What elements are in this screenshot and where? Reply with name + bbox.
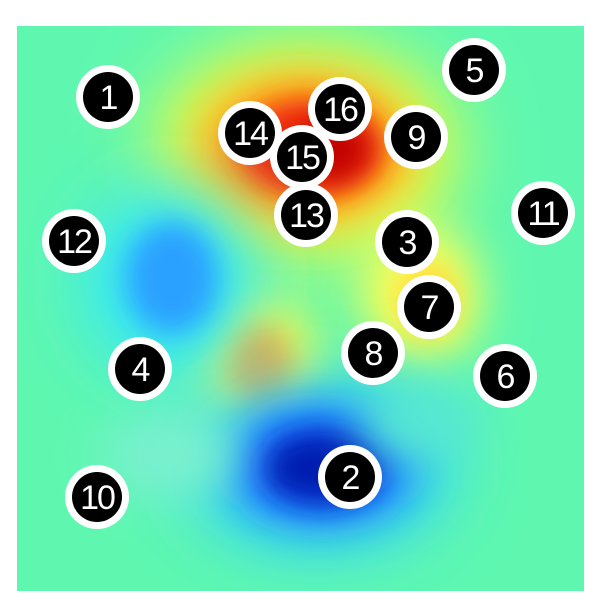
marker-disc xyxy=(325,452,375,502)
marker-3: 3 xyxy=(375,210,439,274)
marker-label: 12 xyxy=(57,223,92,261)
marker-4: 4 xyxy=(108,337,172,401)
cool-wisps xyxy=(100,380,480,500)
marker-1: 1 xyxy=(76,65,140,129)
marker-disc xyxy=(115,344,165,394)
marker-16: 16 xyxy=(308,77,372,141)
marker-10: 10 xyxy=(65,465,129,529)
marker-7: 7 xyxy=(397,275,461,339)
marker-disc xyxy=(83,72,133,122)
marker-disc xyxy=(315,84,365,134)
marker-label: 3 xyxy=(399,224,417,262)
marker-label: 5 xyxy=(466,52,484,90)
marker-label: 8 xyxy=(365,335,383,373)
marker-disc xyxy=(480,351,530,401)
marker-label: 4 xyxy=(132,351,150,389)
marker-disc xyxy=(449,45,499,95)
marker-label: 9 xyxy=(408,119,426,157)
marker-label: 16 xyxy=(323,91,358,129)
marker-label: 14 xyxy=(233,115,268,153)
marker-11: 11 xyxy=(511,181,575,245)
marker-5: 5 xyxy=(442,38,506,102)
marker-9: 9 xyxy=(384,105,448,169)
marker-disc xyxy=(348,328,398,378)
marker-13: 13 xyxy=(274,183,338,247)
marker-label: 10 xyxy=(80,479,115,517)
marker-disc xyxy=(404,282,454,332)
marker-2: 2 xyxy=(318,445,382,509)
marker-label: 11 xyxy=(527,195,559,233)
marker-label: 2 xyxy=(342,459,360,497)
marker-disc xyxy=(391,112,441,162)
marker-label: 7 xyxy=(421,289,439,327)
marker-disc xyxy=(382,217,432,267)
marker-label: 6 xyxy=(497,358,515,396)
cool-region-left xyxy=(85,185,255,375)
marker-label: 13 xyxy=(289,197,324,235)
marker-disc xyxy=(277,132,327,182)
marker-disc xyxy=(225,108,275,158)
marker-label: 1 xyxy=(100,79,118,117)
marker-15: 15 xyxy=(270,125,334,189)
marker-disc xyxy=(49,216,99,266)
marker-6: 6 xyxy=(473,344,537,408)
marker-disc xyxy=(518,188,568,238)
marker-disc xyxy=(72,472,122,522)
marker-disc xyxy=(281,190,331,240)
marker-8: 8 xyxy=(341,321,405,385)
marker-14: 14 xyxy=(218,101,282,165)
marker-12: 12 xyxy=(42,209,106,273)
marker-label: 15 xyxy=(285,139,320,177)
